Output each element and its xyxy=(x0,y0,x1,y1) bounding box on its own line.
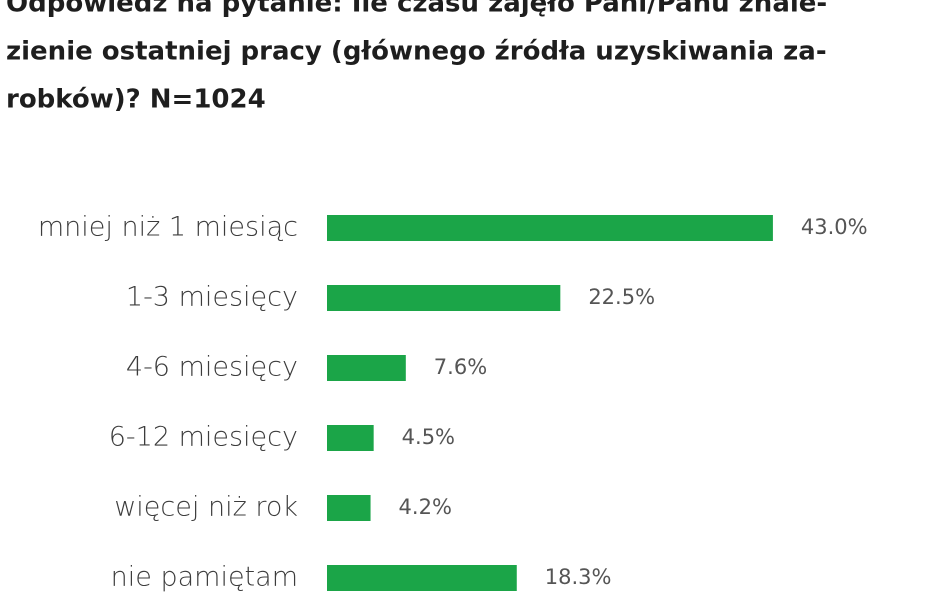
category-label: 6-12 miesięcy xyxy=(109,422,298,453)
category-label: nie pamiętam xyxy=(111,562,298,593)
category-label: więcej niż rok xyxy=(114,492,298,523)
value-label: 4.5% xyxy=(402,425,455,449)
bar xyxy=(327,215,773,241)
bar xyxy=(327,565,517,591)
value-label: 4.2% xyxy=(399,495,452,519)
bar xyxy=(327,425,374,451)
bar xyxy=(327,285,561,311)
category-label: 1-3 miesięcy xyxy=(126,282,298,313)
value-label: 22.5% xyxy=(588,285,655,309)
value-label: 7.6% xyxy=(434,355,487,379)
chart-title: Odpowiedz na pytanie: Ile czasu zajęło P… xyxy=(6,0,827,19)
category-label: mniej niż 1 miesiąc xyxy=(38,212,298,243)
bar xyxy=(327,495,371,521)
chart-title: zienie ostatniej pracy (głównego źródła … xyxy=(6,37,827,67)
value-label: 18.3% xyxy=(545,565,612,589)
bar xyxy=(327,355,406,381)
category-label: 4-6 miesięcy xyxy=(126,352,298,383)
value-label: 43.0% xyxy=(801,215,868,239)
chart-title: robków)? N=1024 xyxy=(6,85,266,115)
